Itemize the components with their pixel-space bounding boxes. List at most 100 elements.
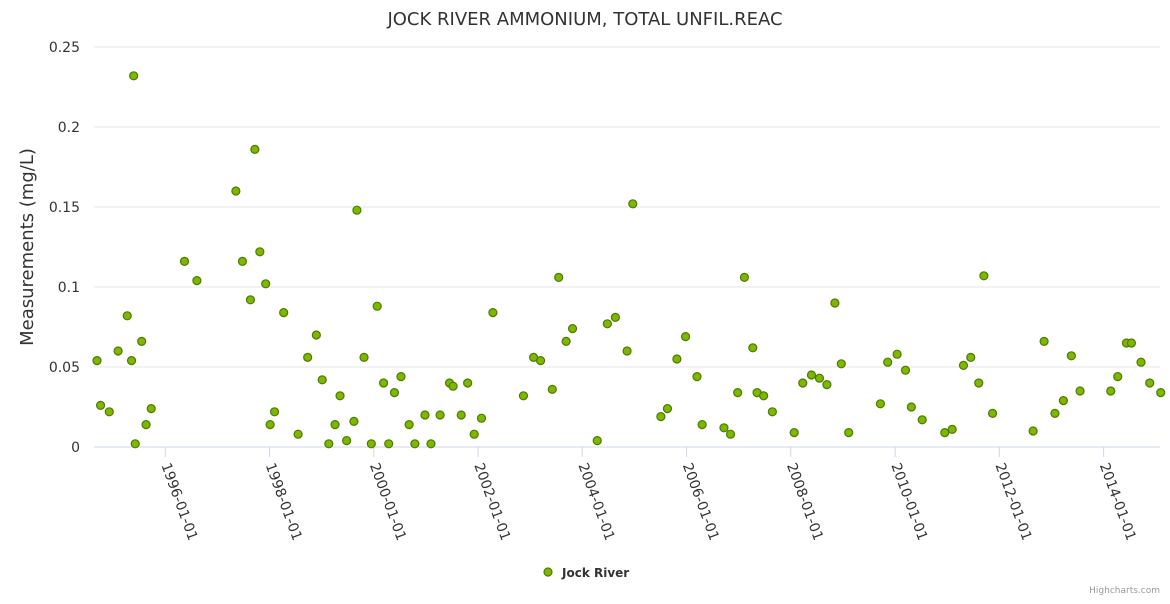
data-point[interactable] — [697, 420, 707, 430]
data-point[interactable] — [261, 279, 271, 289]
data-point[interactable] — [448, 381, 458, 391]
data-point[interactable] — [463, 378, 473, 388]
data-point[interactable] — [420, 410, 430, 420]
data-point[interactable] — [396, 372, 406, 382]
data-point[interactable] — [947, 424, 957, 434]
data-point[interactable] — [917, 415, 927, 425]
data-point[interactable] — [518, 391, 529, 401]
data-point[interactable] — [279, 308, 289, 318]
data-point[interactable] — [830, 298, 840, 308]
data-point[interactable] — [255, 247, 265, 257]
data-point[interactable] — [250, 144, 260, 154]
data-point[interactable] — [725, 429, 736, 439]
data-point[interactable] — [958, 360, 969, 370]
data-point[interactable] — [366, 439, 376, 449]
data-point[interactable] — [974, 378, 984, 388]
data-point[interactable] — [987, 408, 998, 418]
data-point[interactable] — [1058, 396, 1068, 406]
data-point[interactable] — [359, 352, 369, 362]
data-point[interactable] — [906, 402, 916, 412]
data-point[interactable] — [179, 256, 190, 266]
data-point[interactable] — [628, 199, 638, 209]
data-point[interactable] — [231, 186, 241, 196]
data-point[interactable] — [1113, 372, 1123, 382]
data-point[interactable] — [352, 205, 362, 215]
data-point[interactable] — [806, 370, 817, 380]
data-point[interactable] — [303, 352, 313, 362]
data-point[interactable] — [592, 436, 602, 446]
data-point[interactable] — [122, 311, 132, 321]
data-point[interactable] — [662, 404, 673, 414]
data-point[interactable] — [656, 412, 666, 422]
legend-item-jock-river[interactable]: Jock River — [561, 566, 629, 580]
legend-marker[interactable] — [543, 567, 553, 577]
data-point[interactable] — [733, 388, 743, 398]
credits-link[interactable]: Highcharts.com — [1089, 586, 1160, 596]
data-point[interactable] — [883, 357, 893, 367]
data-point[interactable] — [535, 356, 546, 366]
data-point[interactable] — [378, 378, 389, 388]
data-point[interactable] — [1156, 388, 1166, 398]
data-point[interactable] — [488, 308, 498, 318]
data-point[interactable] — [680, 332, 691, 342]
data-point[interactable] — [324, 439, 334, 449]
data-point[interactable] — [748, 343, 758, 353]
data-point[interactable] — [126, 356, 137, 366]
data-point[interactable] — [146, 404, 156, 414]
data-point[interactable] — [979, 271, 989, 281]
data-point[interactable] — [561, 336, 571, 346]
data-point[interactable] — [404, 420, 414, 430]
data-point[interactable] — [410, 439, 420, 449]
data-point[interactable] — [129, 71, 139, 81]
data-point[interactable] — [672, 354, 682, 364]
data-point[interactable] — [426, 439, 436, 449]
data-point[interactable] — [822, 380, 832, 390]
data-point[interactable] — [692, 372, 702, 382]
data-point[interactable] — [95, 400, 106, 410]
data-point[interactable] — [311, 330, 321, 340]
data-point[interactable] — [892, 349, 902, 359]
data-point[interactable] — [245, 295, 256, 305]
data-point[interactable] — [1066, 351, 1076, 361]
data-point[interactable] — [92, 356, 102, 366]
data-point[interactable] — [1050, 408, 1060, 418]
data-point[interactable] — [113, 346, 123, 356]
data-point[interactable] — [719, 423, 729, 433]
legend[interactable]: Jock River — [543, 566, 629, 580]
data-point[interactable] — [1039, 336, 1049, 346]
data-point[interactable] — [456, 410, 466, 420]
data-point[interactable] — [875, 399, 886, 409]
data-point[interactable] — [966, 352, 976, 362]
data-point[interactable] — [554, 272, 564, 282]
data-point[interactable] — [384, 439, 394, 449]
data-point[interactable] — [1136, 357, 1146, 367]
data-point[interactable] — [476, 413, 487, 423]
data-point[interactable] — [130, 439, 140, 449]
data-point[interactable] — [900, 365, 911, 375]
data-point[interactable] — [1106, 386, 1116, 396]
data-point[interactable] — [389, 388, 400, 398]
data-point[interactable] — [814, 373, 825, 383]
data-point[interactable] — [547, 384, 557, 394]
data-point[interactable] — [104, 407, 114, 417]
data-point[interactable] — [293, 429, 303, 439]
data-point[interactable] — [789, 428, 799, 438]
data-point[interactable] — [342, 436, 352, 446]
data-point[interactable] — [759, 391, 769, 401]
data-point[interactable] — [335, 391, 345, 401]
data-point[interactable] — [137, 336, 147, 346]
data-point[interactable] — [269, 407, 280, 417]
data-point[interactable] — [435, 410, 445, 420]
data-point[interactable] — [330, 420, 340, 430]
data-point[interactable] — [192, 276, 202, 286]
data-point[interactable] — [1126, 338, 1137, 348]
data-point[interactable] — [1075, 386, 1085, 396]
data-point[interactable] — [739, 272, 749, 282]
data-point[interactable] — [767, 407, 777, 417]
data-point[interactable] — [622, 346, 632, 356]
data-point[interactable] — [317, 375, 327, 385]
data-point[interactable] — [469, 429, 479, 439]
data-point[interactable] — [1145, 378, 1155, 388]
data-point[interactable] — [141, 420, 151, 430]
data-point[interactable] — [265, 420, 275, 430]
